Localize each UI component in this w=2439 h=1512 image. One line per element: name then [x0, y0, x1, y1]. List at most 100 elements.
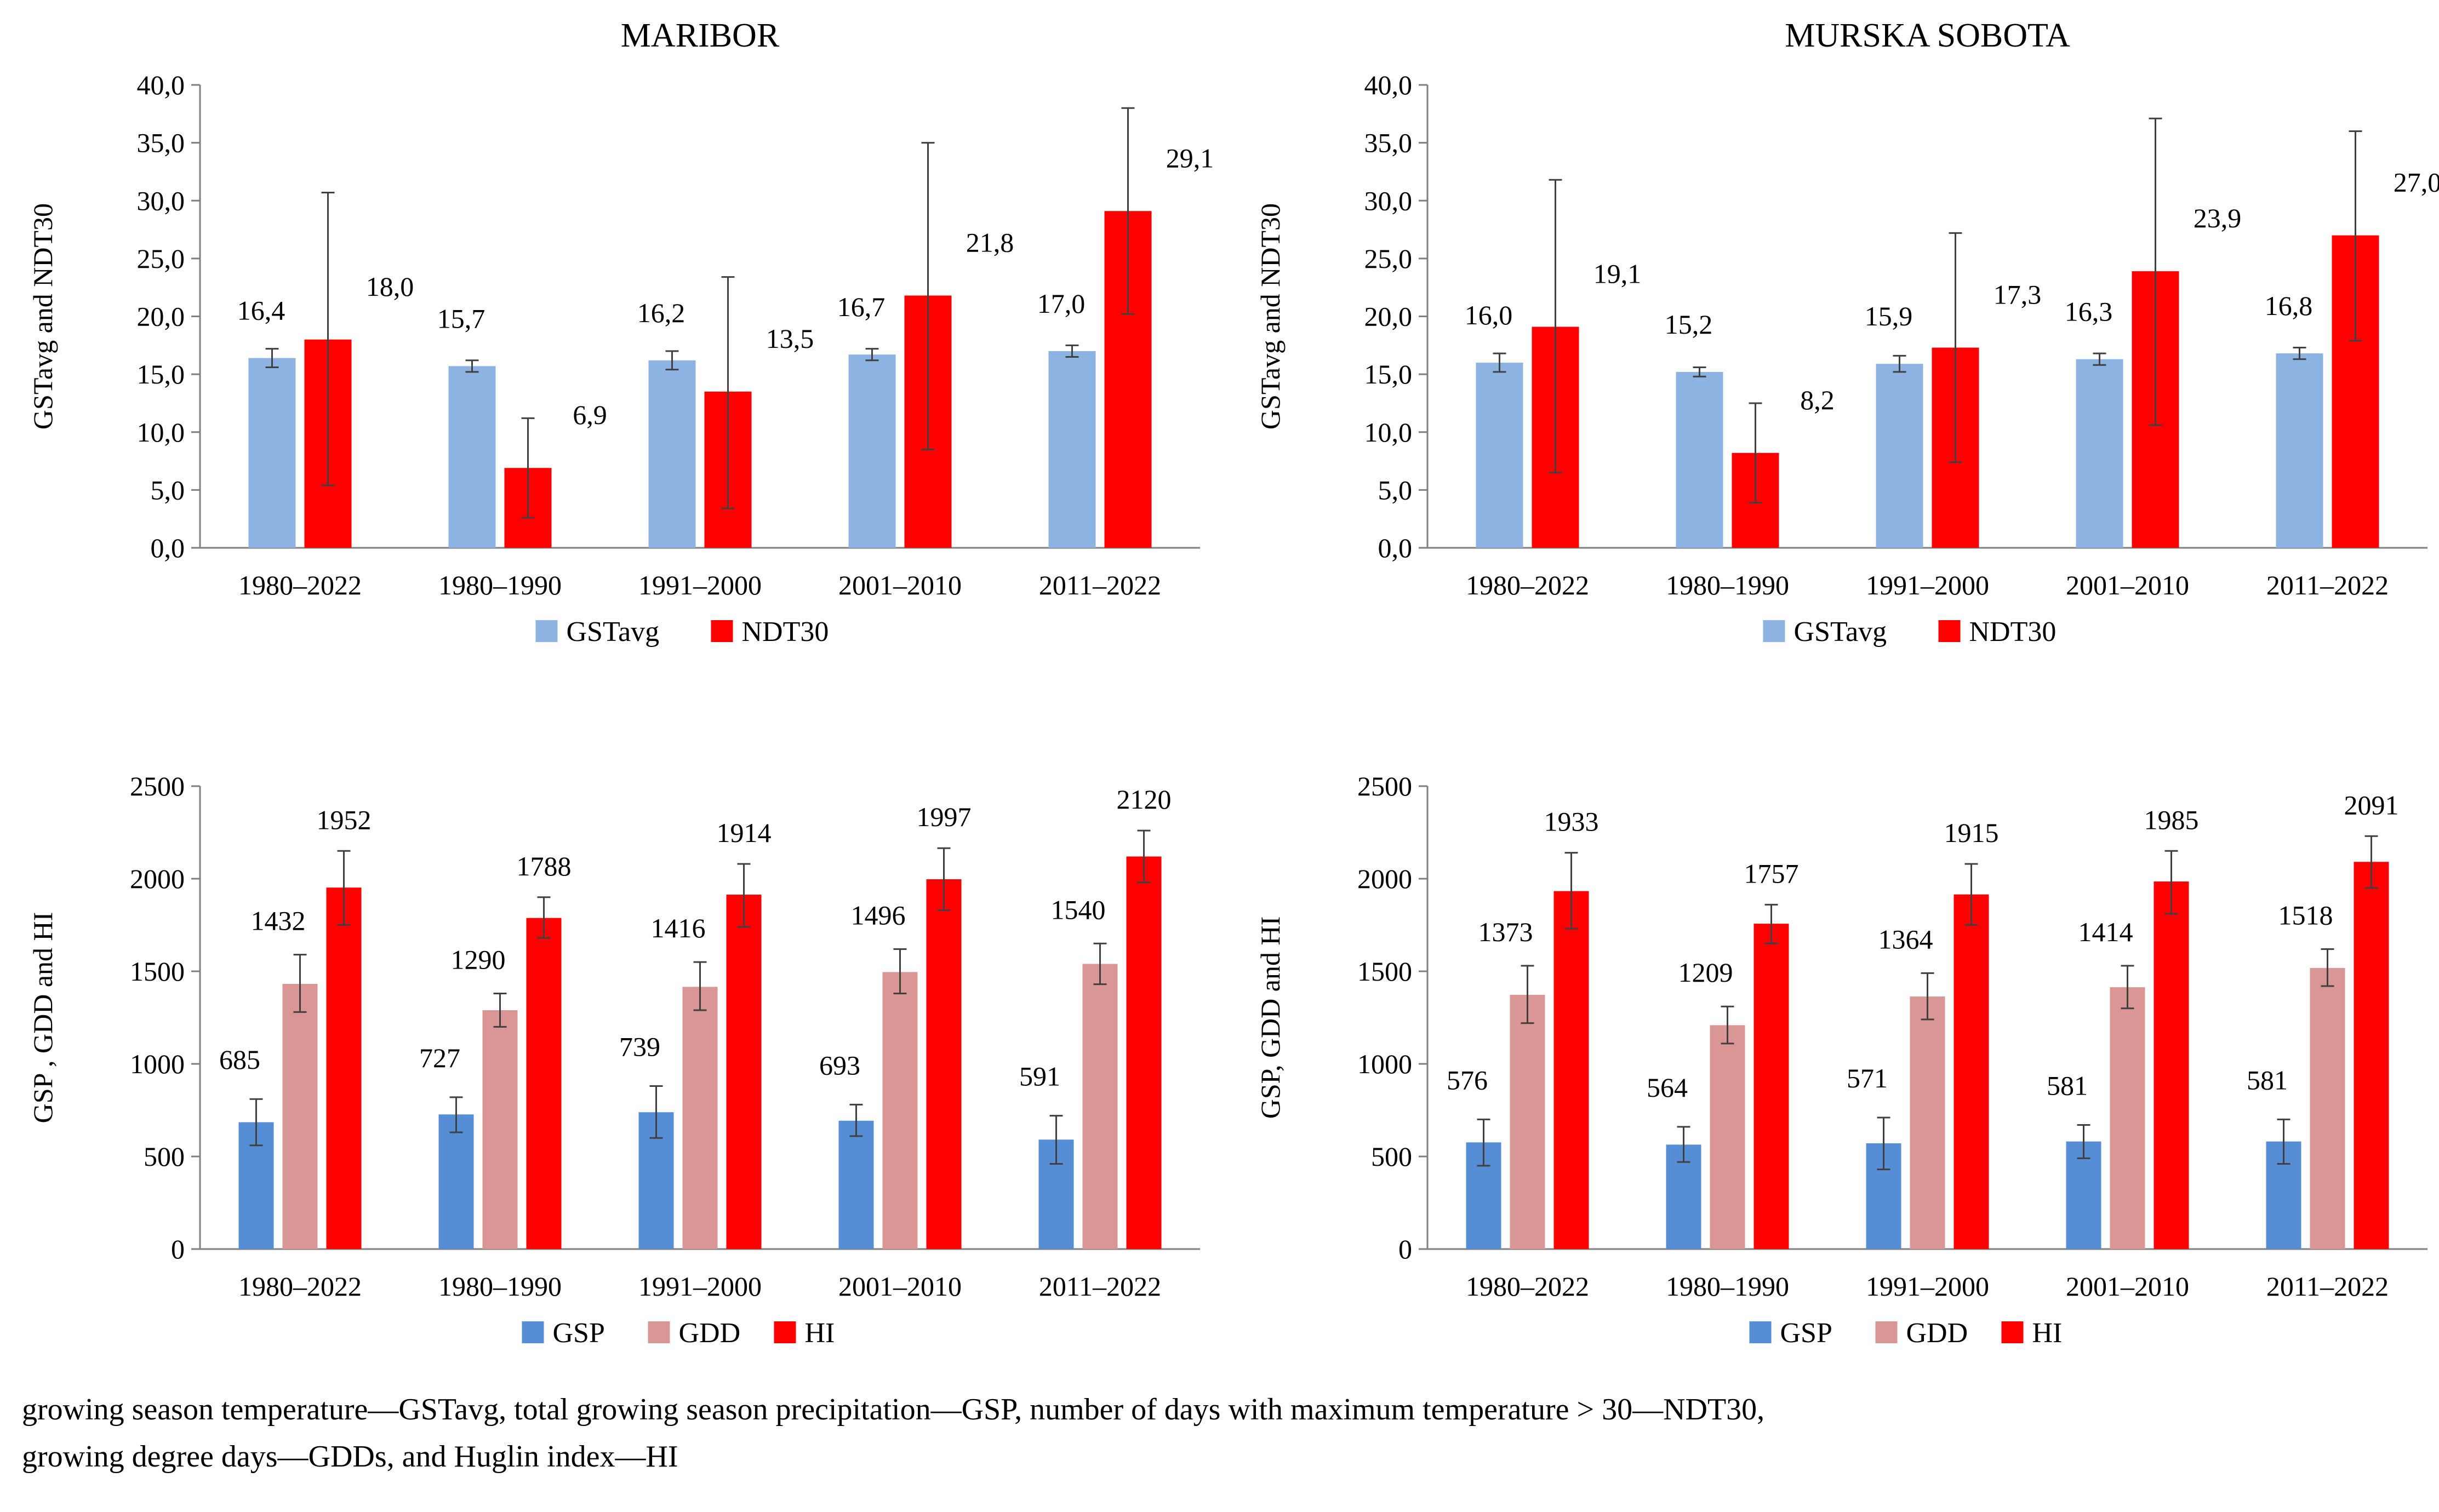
bar-gdd	[1710, 1025, 1745, 1249]
data-label: 27,0	[2394, 167, 2439, 198]
y-tick-label: 0	[171, 1234, 185, 1264]
bar-gsp	[438, 1114, 474, 1249]
bar-hi	[326, 887, 362, 1249]
y-tick-label: 1500	[1357, 956, 1412, 987]
data-label: 693	[819, 1050, 860, 1080]
bar-gdd	[482, 1010, 518, 1249]
x-tick-label: 1991–2000	[638, 570, 762, 600]
y-tick-label: 30,0	[137, 185, 185, 216]
legend-swatch-gdd	[1875, 1321, 1898, 1343]
y-tick-label: 15,0	[1364, 359, 1413, 390]
y-axis-label: GSTavg and NDT30	[1255, 203, 1286, 429]
data-label: 29,1	[1166, 142, 1214, 173]
bar-gstavg	[248, 358, 296, 548]
bar-gdd	[1510, 994, 1545, 1249]
x-tick-label: 1980–1990	[1666, 1271, 1789, 1302]
y-tick-label: 15,0	[137, 359, 185, 390]
x-tick-label: 1980–1990	[438, 570, 562, 600]
data-label: 1914	[717, 817, 772, 848]
bar-hi	[926, 879, 962, 1249]
caption-line-1: growing season temperature—GSTavg, total…	[22, 1393, 1765, 1427]
y-axis-label: GSP, GDD and HI	[1255, 917, 1286, 1119]
bar-gsp	[2066, 1141, 2101, 1249]
data-label: 16,3	[2065, 296, 2113, 327]
data-label: 1952	[317, 804, 372, 835]
chart-maribor-precip: GSP , GDD and HI 0 500 1000 1500 2000 2500 1980…	[27, 771, 1200, 1349]
bar-gdd	[282, 983, 318, 1249]
data-label: 581	[2047, 1070, 2088, 1101]
legend-label: HI	[2032, 1318, 2063, 1349]
y-tick-label: 35,0	[1364, 128, 1413, 158]
legend-label: HI	[805, 1318, 835, 1349]
data-label: 1518	[2278, 900, 2333, 930]
legend-swatch-gdd	[648, 1321, 670, 1343]
bar-gdd	[1082, 964, 1118, 1249]
data-label: 581	[2247, 1064, 2288, 1095]
data-label: 1933	[1544, 806, 1599, 837]
chart-murska-precip: GSP, GDD and HI 0 500 1000 1500 2000 2500 1980–…	[1255, 771, 2427, 1349]
data-label: 13,5	[766, 323, 814, 354]
data-label: 16,7	[837, 291, 886, 322]
legend-label: GSTavg	[1794, 616, 1887, 648]
y-tick-label: 5,0	[1378, 474, 1413, 505]
y-tick-label: 10,0	[137, 417, 185, 448]
y-tick-label: 40,0	[137, 70, 185, 100]
data-label: 1540	[1051, 894, 1106, 925]
legend-swatch-hi	[774, 1321, 796, 1343]
y-tick-label: 20,0	[1364, 301, 1413, 332]
y-tick-label: 500	[144, 1141, 185, 1172]
y-axis-label: GSTavg and NDT30	[27, 203, 58, 429]
x-tick-label: 2001–2010	[2066, 1271, 2189, 1302]
bar-gsp	[838, 1120, 874, 1249]
data-label: 17,0	[1037, 288, 1086, 319]
data-label: 685	[219, 1044, 260, 1075]
bar-gstavg	[448, 366, 496, 548]
x-tick-label: 2011–2022	[2266, 570, 2389, 600]
data-label: 564	[1647, 1072, 1688, 1103]
bar-gstavg	[1876, 364, 1923, 548]
x-tick-label: 1991–2000	[1866, 1271, 1989, 1302]
data-label: 1290	[451, 944, 506, 975]
bar-hi	[1553, 891, 1589, 1249]
data-label: 21,8	[966, 227, 1014, 257]
x-tick-label: 2001–2010	[838, 1271, 962, 1302]
y-tick-label: 2500	[130, 771, 185, 801]
bar-gdd	[1910, 996, 1945, 1249]
x-tick-label: 2011–2022	[1039, 1271, 1161, 1302]
y-tick-label: 2000	[130, 863, 185, 894]
data-label: 16,0	[1465, 300, 1513, 330]
x-tick-label: 2011–2022	[2266, 1271, 2389, 1302]
x-tick-label: 1980–2022	[238, 1271, 362, 1302]
bar-gstavg	[848, 354, 896, 548]
legend-label: GSP	[1780, 1318, 1832, 1349]
x-tick-label: 1980–1990	[438, 1271, 562, 1302]
x-tick-label: 1980–2022	[1466, 1271, 1589, 1302]
x-tick-label: 2001–2010	[2066, 570, 2189, 600]
data-label: 2091	[2344, 789, 2399, 820]
data-label: 571	[1847, 1063, 1888, 1093]
y-tick-label: 0	[1398, 1234, 1412, 1264]
data-label: 6,9	[573, 399, 607, 430]
data-label: 23,9	[2194, 203, 2242, 233]
data-label: 1416	[651, 913, 706, 943]
data-label: 1788	[517, 851, 572, 881]
y-tick-label: 40,0	[1364, 70, 1413, 100]
y-tick-label: 1000	[130, 1049, 185, 1079]
y-tick-label: 2000	[1357, 863, 1412, 894]
x-tick-label: 1991–2000	[1866, 570, 1989, 600]
bar-gstavg	[648, 360, 696, 548]
legend-label: GSP	[553, 1318, 605, 1349]
data-label: 1209	[1678, 957, 1733, 988]
legend-label: GDD	[679, 1318, 741, 1349]
y-tick-label: 35,0	[137, 128, 185, 158]
bar-gdd	[2310, 967, 2345, 1249]
x-tick-label: 1991–2000	[638, 1271, 762, 1302]
data-label: 1364	[1878, 924, 1933, 954]
legend-label: GSTavg	[567, 616, 660, 648]
data-label: 2120	[1117, 784, 1172, 815]
bar-hi	[2154, 881, 2189, 1249]
y-axis-label: GSP , GDD and HI	[27, 912, 58, 1124]
bar-gdd	[682, 987, 718, 1249]
data-label: 16,8	[2265, 290, 2313, 321]
data-label: 727	[419, 1043, 460, 1073]
